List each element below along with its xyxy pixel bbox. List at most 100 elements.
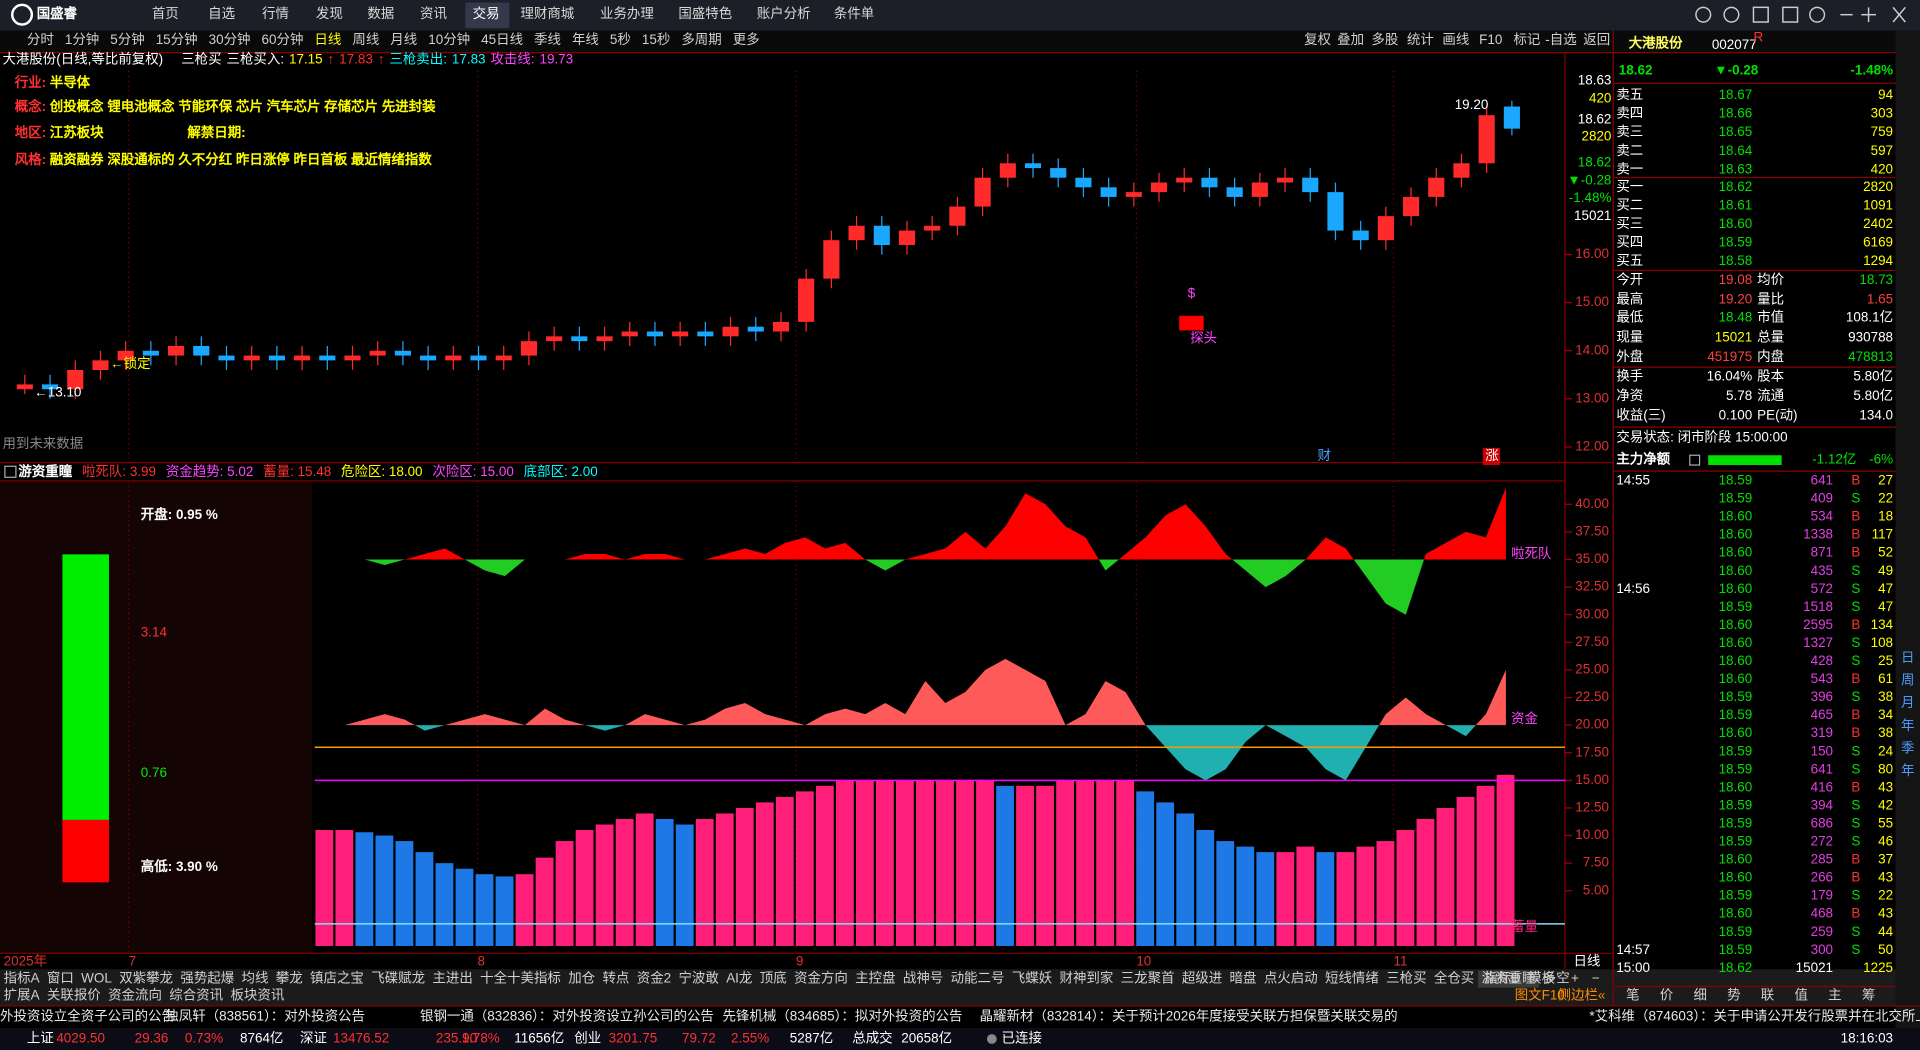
period-tab[interactable]: 年线 xyxy=(572,32,599,47)
indicator-tab[interactable]: 十全十美指标 xyxy=(480,970,561,986)
indicator-tab[interactable]: 加仓 xyxy=(568,971,595,986)
indicator-tab[interactable]: 全仓买 xyxy=(1434,970,1474,986)
period-tab[interactable]: 日线 xyxy=(314,32,341,47)
indicator-tab[interactable]: 指标A xyxy=(4,971,40,986)
period-tab[interactable]: 10分钟 xyxy=(428,31,470,47)
tool-button[interactable]: F10 xyxy=(1479,32,1502,47)
period-tab[interactable]: 月线 xyxy=(390,32,417,47)
tool-button[interactable]: 统计 xyxy=(1407,32,1434,47)
indicator-tab[interactable]: WOL xyxy=(81,971,112,986)
period-tab[interactable]: 更多 xyxy=(733,31,760,47)
extension-tab[interactable]: 扩展A xyxy=(4,988,40,1003)
panel-tab[interactable]: 价 xyxy=(1660,988,1674,1003)
period-tab[interactable]: 15分钟 xyxy=(156,31,198,47)
tool-button[interactable]: -自选 xyxy=(1545,32,1576,47)
indicator-tab[interactable]: 宁波敢 xyxy=(678,970,719,986)
news-item[interactable]: 外投资设立全资子公司的公告 xyxy=(0,1008,175,1024)
indicator-tab[interactable]: 飞碟赋龙 xyxy=(371,971,425,986)
tool-button[interactable]: 复权 xyxy=(1304,31,1331,47)
indicator-tab[interactable]: 主控盘 xyxy=(855,970,895,986)
menu-item[interactable]: 自选 xyxy=(208,6,235,21)
indicator-tab[interactable]: 顶底 xyxy=(760,971,787,986)
tool-button[interactable]: 多股 xyxy=(1371,31,1398,47)
indicator-tab[interactable]: 财神到家 xyxy=(1060,970,1114,986)
tab-control[interactable]: − xyxy=(1592,971,1600,986)
indicator-tab[interactable]: 窗口 xyxy=(47,970,74,986)
side-button[interactable]: 年 xyxy=(1901,718,1914,733)
news-item[interactable]: *艾科维（874603）：关于申请公开发行股票并在北交所上 xyxy=(1589,1008,1920,1024)
period-tab[interactable]: 周线 xyxy=(352,32,379,47)
indicator-tab[interactable]: 三龙聚首 xyxy=(1121,971,1175,986)
side-button[interactable]: 年 xyxy=(1901,763,1914,778)
menu-item[interactable]: 理财商城 xyxy=(520,6,574,21)
indicator-tab[interactable]: 主进出 xyxy=(432,971,472,986)
indicator-tab[interactable]: 动能二号 xyxy=(951,971,1005,986)
menu-item[interactable]: 首页 xyxy=(152,6,179,21)
side-button[interactable]: 季 xyxy=(1901,741,1914,756)
panel-tab[interactable]: 值 xyxy=(1794,988,1807,1003)
period-tab[interactable]: 分时 xyxy=(27,32,54,47)
panel-tab[interactable]: 笔 xyxy=(1626,988,1639,1003)
menu-item[interactable]: 条件单 xyxy=(834,5,874,21)
menu-item[interactable]: 国盛特色 xyxy=(678,5,732,21)
period-tab[interactable]: 30分钟 xyxy=(209,31,251,47)
period-tab[interactable]: 季线 xyxy=(534,32,561,47)
tool-button[interactable]: 画线 xyxy=(1442,32,1469,47)
menu-item[interactable]: 业务办理 xyxy=(600,6,654,21)
menu-item[interactable]: 资讯 xyxy=(420,6,447,21)
news-item[interactable]: 银钢一通（832836）：对外投资设立孙公司的公告 xyxy=(420,1009,714,1024)
panel-tab[interactable]: 细 xyxy=(1693,988,1706,1003)
period-tab[interactable]: 60分钟 xyxy=(262,31,304,47)
side-button[interactable]: 周 xyxy=(1901,673,1914,688)
period-tab[interactable]: 1分钟 xyxy=(65,31,99,47)
panel-tab[interactable]: 筹 xyxy=(1862,987,1875,1003)
indicator-tab[interactable]: 攀龙 xyxy=(276,971,303,986)
indicator-tab[interactable]: 镇店之宝 xyxy=(310,971,364,986)
news-item[interactable]: 先锋机械（834685）：拟对外投资的公告 xyxy=(722,1009,962,1024)
tool-button[interactable]: 标记 xyxy=(1513,32,1540,47)
indicator-tab[interactable]: 资金2 xyxy=(637,971,671,986)
indicator-tab[interactable]: AI龙 xyxy=(726,971,752,986)
indicator-tab[interactable]: 暗盘 xyxy=(1230,970,1257,986)
period-tab[interactable]: 45日线 xyxy=(481,32,523,47)
indicator-tab[interactable]: 超级进 xyxy=(1182,971,1222,986)
indicator-tab[interactable]: 飞蝶妖 xyxy=(1012,971,1052,986)
menu-item[interactable]: 行情 xyxy=(262,6,289,21)
indicator-tab[interactable]: 短线情绪 xyxy=(1325,971,1379,986)
f10-tab[interactable]: 图文F10 xyxy=(1515,988,1565,1003)
panel-tab[interactable]: 联 xyxy=(1761,988,1774,1003)
tab-control[interactable]: 模板 xyxy=(1528,971,1555,986)
news-item[interactable]: 晶耀新材（832814）：关于预计2026年度接受关联方担保暨关联交易的 xyxy=(980,1008,1398,1024)
indicator-tab[interactable]: 多空 xyxy=(1543,970,1570,986)
tool-button[interactable]: 叠加 xyxy=(1337,32,1364,47)
extension-tab[interactable]: 综合资讯 xyxy=(169,988,223,1003)
indicator-tab[interactable]: 战神号 xyxy=(903,971,943,986)
tab-control[interactable]: + xyxy=(1571,971,1579,986)
extension-tab[interactable]: 关联报价 xyxy=(47,988,101,1003)
period-tab[interactable]: 15秒 xyxy=(642,32,670,47)
period-tab[interactable]: 5秒 xyxy=(610,32,631,47)
menu-item[interactable]: 发现 xyxy=(316,6,343,21)
indicator-tab[interactable]: 强势起爆 xyxy=(180,971,234,986)
tab-control[interactable]: 指标B xyxy=(1484,971,1520,986)
period-tab[interactable]: 多周期 xyxy=(681,31,721,47)
indicator-tab[interactable]: 三枪买 xyxy=(1386,970,1426,986)
panel-tab[interactable]: 主 xyxy=(1828,988,1841,1003)
sidebar-tab[interactable]: 侧边栏« xyxy=(1558,988,1606,1003)
side-button[interactable]: 月 xyxy=(1901,695,1914,710)
menu-item[interactable]: 账户分析 xyxy=(757,5,811,21)
news-item[interactable]: 独凤轩（838561）：对外投资公告 xyxy=(165,1009,365,1024)
indicator-tab[interactable]: 双紫攀龙 xyxy=(119,971,173,986)
period-tab[interactable]: 5分钟 xyxy=(110,31,144,47)
indicator-tab[interactable]: 资金方向 xyxy=(794,971,848,986)
indicator-tab[interactable]: 游资重瞳 xyxy=(1482,971,1536,986)
tool-button[interactable]: 返回 xyxy=(1583,32,1610,47)
menu-item[interactable]: 交易 xyxy=(473,5,500,21)
indicator-tab[interactable]: 转点 xyxy=(602,971,629,986)
indicator-tab[interactable]: 均线 xyxy=(242,971,269,986)
menu-item[interactable]: 数据 xyxy=(367,6,394,21)
side-button[interactable]: 日 xyxy=(1901,650,1914,665)
panel-tab[interactable]: 势 xyxy=(1727,988,1740,1003)
extension-tab[interactable]: 资金流向 xyxy=(108,988,162,1003)
extension-tab[interactable]: 板块资讯 xyxy=(230,988,284,1003)
